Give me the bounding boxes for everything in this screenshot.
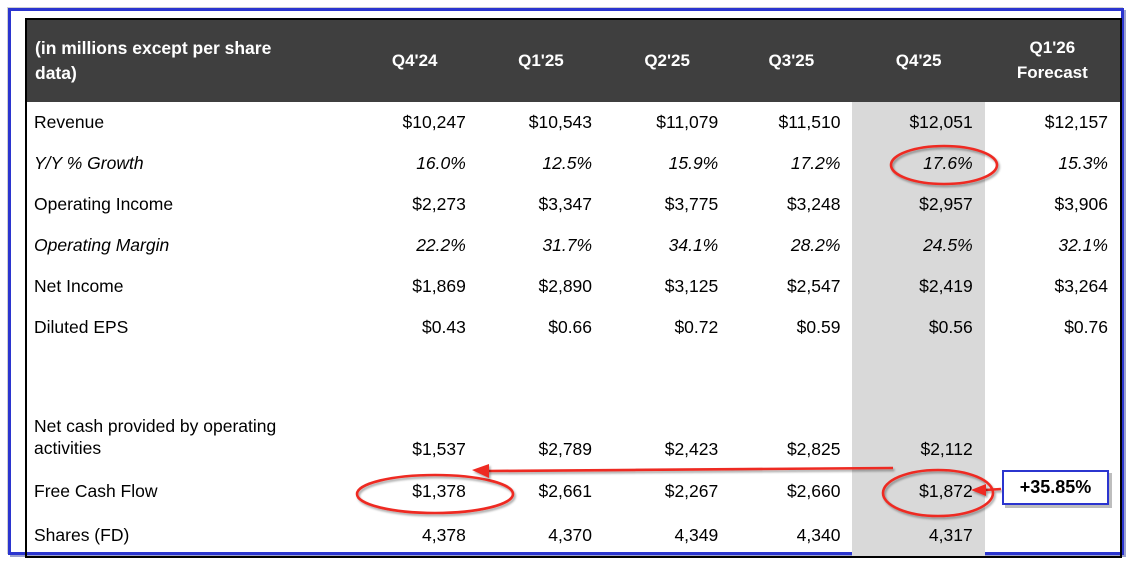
row-label: Shares (FD) — [34, 524, 130, 545]
fcf-growth-callout-label: +35.85% — [1019, 477, 1092, 497]
table-title-cell: (in millions except per share data) — [26, 19, 352, 102]
cell: 31.7% — [542, 235, 593, 255]
cell: $1,537 — [412, 439, 466, 459]
cell: 4,317 — [852, 514, 985, 557]
table-body: Revenue $10,247 $10,543 $11,079 $11,510 $12,0… — [26, 102, 1121, 557]
row-label: Net Income — [34, 276, 124, 297]
cell: $11,510 — [778, 112, 841, 132]
column-header: Q1'25 — [477, 19, 605, 102]
cell: $3,264 — [1054, 276, 1108, 296]
cell — [985, 382, 1121, 468]
financial-table: (in millions except per share data) Q4'2… — [25, 18, 1122, 558]
screenshot-frame: (in millions except per share data) Q4'2… — [8, 8, 1124, 558]
cell: $11,079 — [656, 112, 719, 132]
cell: 34.1% — [668, 235, 719, 255]
cell: $0.76 — [1064, 317, 1108, 337]
cell: $1,872 — [852, 468, 985, 514]
cell: $12,157 — [1044, 112, 1108, 132]
cell: $10,247 — [402, 112, 466, 132]
cell: 15.9% — [668, 153, 719, 173]
row-label: Net cash provided by operating activitie… — [34, 415, 277, 459]
table-row: Shares (FD) 4,378 4,370 4,349 4,340 4,317 — [26, 514, 1121, 557]
cell: $0.72 — [674, 317, 719, 337]
cell: $0.56 — [852, 307, 985, 348]
cell: $12,051 — [852, 102, 985, 143]
cell: $2,661 — [538, 480, 593, 501]
cell: 4,349 — [674, 524, 719, 545]
row-label: Free Cash Flow — [34, 480, 158, 501]
cell: $0.59 — [796, 317, 841, 337]
cell: $2,957 — [852, 184, 985, 225]
cell — [604, 348, 730, 382]
header-row: (in millions except per share data) Q4'2… — [26, 19, 1121, 102]
row-label: Revenue — [34, 112, 105, 133]
table-row: Revenue $10,247 $10,543 $11,079 $11,510 $12,0… — [26, 102, 1121, 143]
cell — [985, 348, 1121, 382]
cell: 4,340 — [796, 524, 841, 545]
row-label: Operating Income — [34, 194, 174, 215]
cell: 4,370 — [548, 524, 593, 545]
cell: $3,775 — [664, 194, 719, 214]
cell — [478, 348, 604, 382]
cell: $2,112 — [852, 382, 985, 468]
cell — [852, 348, 985, 382]
cell — [352, 348, 478, 382]
cell: $3,125 — [664, 276, 719, 296]
table-row: Net cash provided by operating activitie… — [26, 382, 1121, 468]
cell: $3,906 — [1054, 194, 1108, 214]
column-header: Q4'24 — [351, 19, 478, 102]
table-row — [26, 348, 1121, 382]
cell: 12.5% — [542, 153, 593, 173]
cell: 16.0% — [416, 153, 466, 173]
column-header: Q3'25 — [730, 19, 853, 102]
cell — [730, 348, 852, 382]
cell: $3,347 — [538, 194, 593, 214]
cell: 32.1% — [1058, 235, 1108, 255]
table-row: Operating Income $2,273 $3,347 $3,775 $3,248… — [26, 184, 1121, 225]
cell: $3,248 — [786, 194, 841, 214]
cell: $0.66 — [548, 317, 593, 337]
cell: $0.43 — [422, 317, 466, 337]
cell: $2,267 — [664, 480, 719, 501]
cell: 15.3% — [1058, 153, 1108, 173]
cell: 28.2% — [790, 235, 841, 255]
cell: $2,423 — [664, 439, 719, 459]
fcf-growth-callout: +35.85% — [1002, 470, 1109, 505]
table-row: Y/Y % Growth 16.0% 12.5% 15.9% 17.2% 17.6% 15.… — [26, 143, 1121, 184]
column-header: Q2'25 — [604, 19, 731, 102]
table-row: Diluted EPS $0.43 $0.66 $0.72 $0.59 $0.56 $0.7… — [26, 307, 1121, 348]
cell — [985, 514, 1121, 557]
cell: 4,378 — [422, 524, 466, 545]
cell: 17.6% — [852, 143, 985, 184]
column-header: Q1'26 Forecast — [984, 19, 1121, 102]
cell: 24.5% — [852, 225, 985, 266]
table-row: Operating Margin 22.2% 31.7% 34.1% 28.2% 24.5… — [26, 225, 1121, 266]
cell: $2,660 — [786, 480, 841, 501]
cell: 22.2% — [416, 235, 466, 255]
row-label: Diluted EPS — [34, 317, 129, 338]
table-row: Free Cash Flow $1,378 $2,661 $2,267 $2,660 $1… — [26, 468, 1121, 514]
cell: $1,869 — [412, 276, 466, 296]
cell: $2,273 — [412, 194, 466, 214]
cell: $2,547 — [786, 276, 841, 296]
cell: $10,543 — [528, 112, 593, 132]
column-header: Q4'25 — [852, 19, 985, 102]
cell: $2,890 — [538, 276, 593, 296]
cell: $2,789 — [538, 439, 593, 459]
table-row: Net Income $1,869 $2,890 $3,125 $2,547 $2,419… — [26, 266, 1121, 307]
cell: $1,378 — [412, 480, 466, 501]
row-label: Y/Y % Growth — [34, 153, 144, 174]
row-label — [26, 348, 352, 382]
cell: $2,419 — [852, 266, 985, 307]
cell: 17.2% — [790, 153, 841, 173]
row-label: Operating Margin — [34, 235, 170, 256]
cell: $2,825 — [786, 439, 841, 459]
